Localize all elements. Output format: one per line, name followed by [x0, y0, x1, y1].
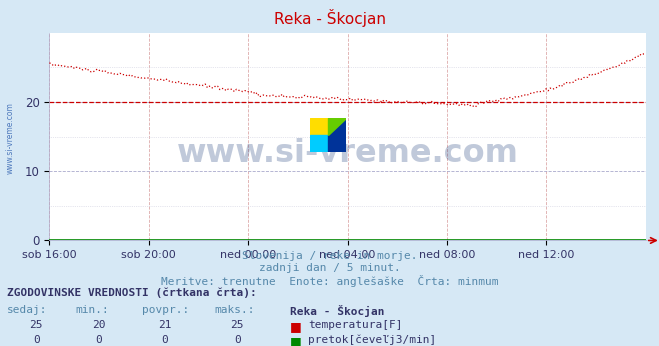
Text: maks.:: maks.: [214, 305, 254, 315]
Bar [310, 135, 328, 152]
Text: Reka - Škocjan: Reka - Škocjan [273, 9, 386, 27]
Text: temperatura[F]: temperatura[F] [308, 320, 403, 330]
Text: 0: 0 [161, 335, 168, 345]
Text: Reka - Škocjan: Reka - Škocjan [290, 305, 384, 317]
Text: min.:: min.: [76, 305, 109, 315]
Text: 0: 0 [33, 335, 40, 345]
Text: ZGODOVINSKE VREDNOSTI (črtkana črta):: ZGODOVINSKE VREDNOSTI (črtkana črta): [7, 288, 256, 298]
Text: 20: 20 [92, 320, 105, 330]
Text: sedaj:: sedaj: [7, 305, 47, 315]
Text: www.si-vreme.com: www.si-vreme.com [5, 102, 14, 174]
Text: 21: 21 [158, 320, 171, 330]
Text: pretok[čeveľj3/min]: pretok[čeveľj3/min] [308, 335, 437, 345]
Text: 25: 25 [231, 320, 244, 330]
Text: 25: 25 [30, 320, 43, 330]
Text: ■: ■ [290, 335, 302, 346]
Text: www.si-vreme.com: www.si-vreme.com [177, 138, 519, 169]
Polygon shape [328, 118, 346, 135]
Text: 0: 0 [234, 335, 241, 345]
Text: Meritve: trenutne  Enote: anglešaške  Črta: minmum: Meritve: trenutne Enote: anglešaške Črta… [161, 275, 498, 287]
Bar [328, 135, 346, 152]
Text: 0: 0 [96, 335, 102, 345]
Text: zadnji dan / 5 minut.: zadnji dan / 5 minut. [258, 263, 401, 273]
Polygon shape [328, 118, 346, 135]
Text: Slovenija / reke in morje.: Slovenija / reke in morje. [242, 251, 417, 261]
Text: povpr.:: povpr.: [142, 305, 189, 315]
Text: ■: ■ [290, 320, 302, 333]
Bar [310, 118, 328, 135]
